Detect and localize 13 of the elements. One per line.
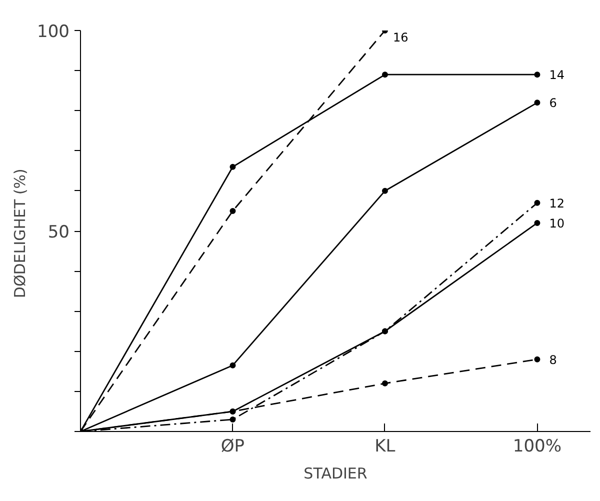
y-tick-label: 100 bbox=[37, 22, 70, 42]
series-label: 8 bbox=[549, 352, 557, 367]
series-label: 12 bbox=[549, 196, 564, 210]
series-label: 14 bbox=[549, 68, 564, 82]
x-tick-label: ØP bbox=[220, 436, 245, 456]
x-tick-label: KL bbox=[374, 436, 396, 456]
y-tick-label: 50 bbox=[48, 222, 70, 242]
series-label: 6 bbox=[549, 96, 557, 110]
series-label: 16 bbox=[392, 30, 408, 44]
y-axis-title: DØDELIGHET (%) bbox=[11, 168, 30, 298]
x-tick-label: 100% bbox=[512, 436, 562, 456]
x-axis-title: STADIER bbox=[304, 464, 368, 482]
series-label: 10 bbox=[549, 216, 564, 230]
